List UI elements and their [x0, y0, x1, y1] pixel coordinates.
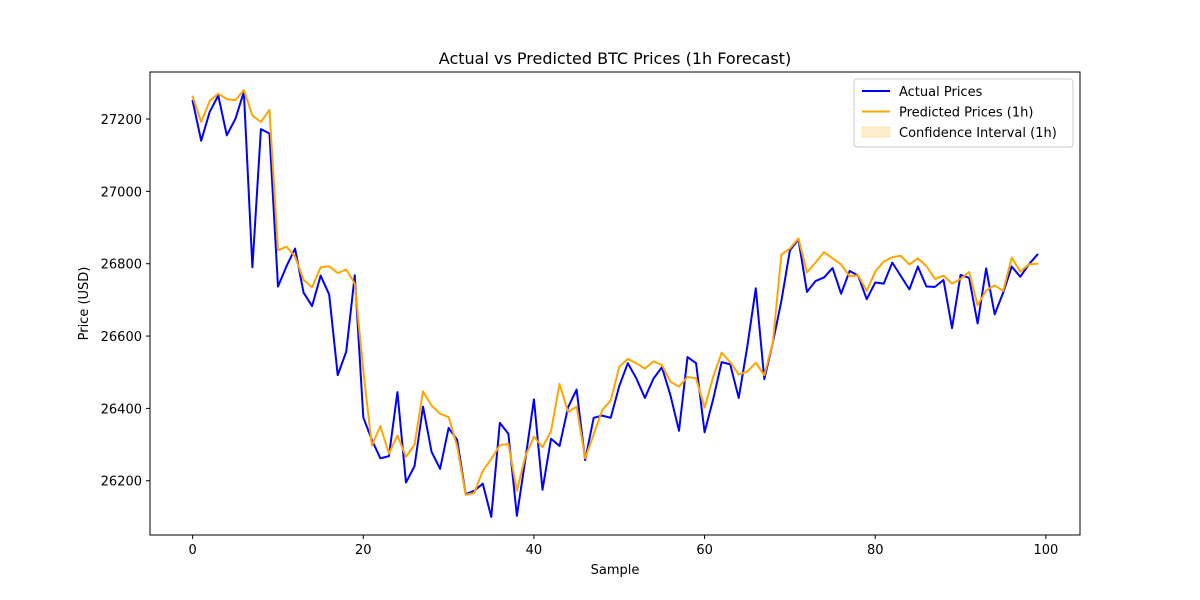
- y-tick-label: 26200: [101, 475, 142, 490]
- x-tick-label: 60: [696, 543, 713, 558]
- x-tick-label: 0: [189, 543, 197, 558]
- y-tick-label: 26800: [101, 258, 142, 273]
- y-tick-label: 27200: [101, 113, 142, 128]
- legend-box: [853, 78, 1074, 148]
- y-tick-label: 27000: [101, 185, 142, 200]
- y-axis: 26200 26400 26600 26800 27000 27200: [101, 113, 150, 490]
- plot-frame: [149, 71, 1081, 536]
- x-axis: 0 20 40 60 80 100: [189, 535, 1058, 558]
- legend-confidence-label: Confidence Interval (1h): [899, 126, 1057, 141]
- legend-confidence-swatch: [861, 126, 891, 138]
- x-axis-title: Sample: [591, 563, 640, 578]
- actual-prices-line: [191, 90, 1039, 518]
- legend-predicted-label: Predicted Prices (1h): [899, 106, 1033, 121]
- legend: Actual Prices Predicted Prices (1h) Conf…: [853, 78, 1074, 148]
- y-tick-label: 26400: [101, 402, 142, 417]
- x-tick-label: 20: [355, 543, 372, 558]
- chart-title: Actual vs Predicted BTC Prices (1h Forec…: [439, 49, 791, 68]
- y-axis-title: Price (USD): [77, 267, 92, 341]
- y-tick-label: 26600: [101, 330, 142, 345]
- x-tick-label: 100: [1033, 543, 1058, 558]
- legend-actual-label: Actual Prices: [899, 85, 983, 100]
- x-tick-label: 40: [526, 543, 543, 558]
- series-layer: [191, 89, 1039, 518]
- predicted-prices-line: [191, 89, 1039, 496]
- x-tick-label: 80: [867, 543, 884, 558]
